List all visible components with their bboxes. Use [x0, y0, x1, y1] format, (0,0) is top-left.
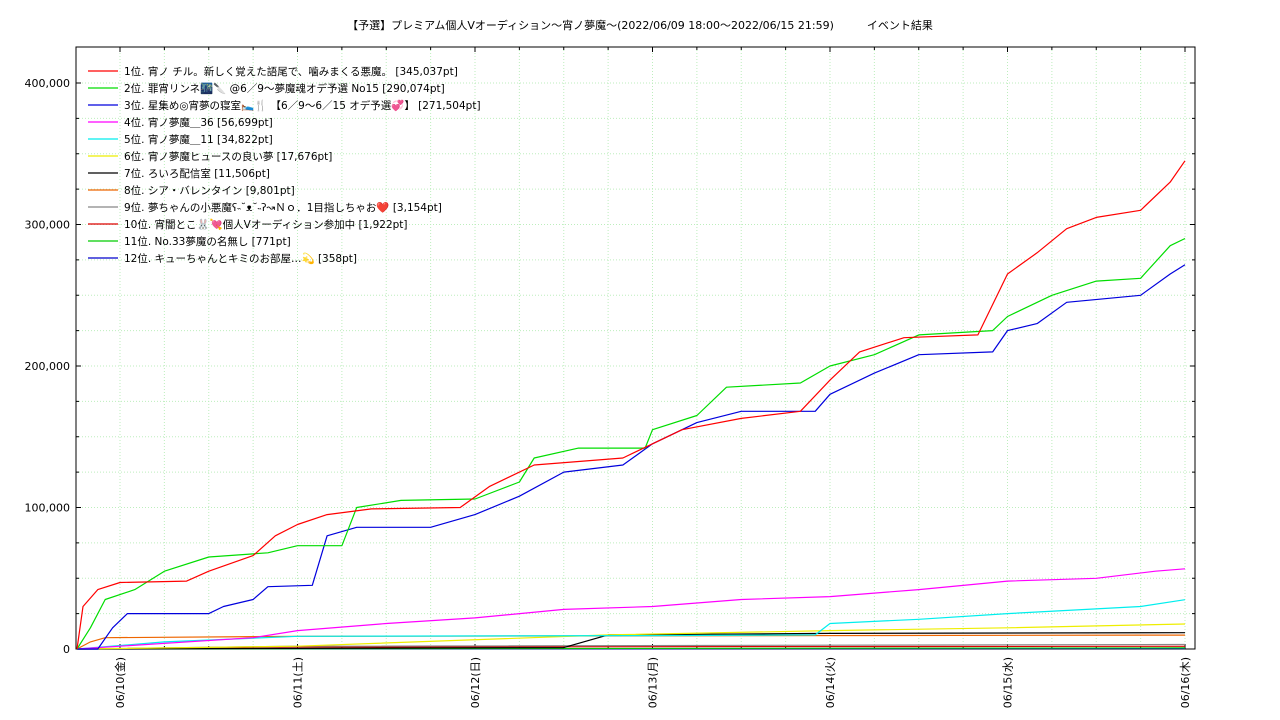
series-line	[76, 160, 1186, 650]
legend-label: 7位. ろいろ配信室 [11,506pt]	[124, 167, 270, 180]
legend-label: 2位. 罪宵リンネ🌃🔪 @6／9〜夢魔魂オデ予選 No15 [290,074pt…	[124, 82, 445, 95]
y-tick-label: 0	[63, 643, 70, 656]
y-tick-label: 100,000	[25, 502, 71, 515]
legend-label: 10位. 宵闇とこ🐰💘個人Vオーディション参加中 [1,922pt]	[124, 218, 408, 231]
legend-label: 11位. No.33夢魔の名無し [771pt]	[124, 235, 291, 248]
legend-label: 9位. 夢ちゃんの小悪魔ʕ˵˘ᴥ˘˵ʔ↝Ｎｏ．1目指しちゃお❤️ [3,154p…	[124, 201, 442, 214]
x-tick-label: 06/16(木)	[1179, 657, 1192, 708]
x-tick-label: 06/10(金)	[113, 657, 127, 708]
legend-label: 5位. 宵ノ夢魔＿11 [34,822pt]	[124, 133, 273, 146]
series-line	[76, 623, 1186, 650]
legend-label: 3位. 星集め◎宵夢の寝室🛌🍴 【6／9〜6／15 オデ予選💞】 [271,50…	[124, 99, 481, 112]
series-line	[76, 237, 1186, 650]
y-tick-label: 300,000	[25, 219, 71, 232]
x-tick-label: 06/11(土)	[292, 657, 305, 708]
x-tick-label: 06/15(水)	[1002, 657, 1015, 708]
legend-label: 8位. シア・バレンタイン [9,801pt]	[124, 184, 295, 197]
legend-label: 6位. 宵ノ夢魔ヒュースの良い夢 [17,676pt]	[124, 150, 332, 163]
x-tick-label: 06/12(日)	[469, 657, 482, 708]
y-tick-label: 200,000	[25, 360, 71, 373]
legend-label: 12位. キューちゃんとキミのお部屋…💫 [358pt]	[124, 252, 357, 265]
legend-label: 1位. 宵ノ チル。新しく覚えた語尾で、噛みまくる悪魔。 [345,037pt]	[124, 65, 458, 78]
y-tick-label: 400,000	[25, 77, 71, 90]
x-tick-label: 06/14(火)	[824, 657, 837, 708]
chart-title: 【予選】プレミアム個人Vオーディション〜宵ノ夢魔～(2022/06/09 18:…	[347, 19, 933, 32]
legend-label: 4位. 宵ノ夢魔＿36 [56,699pt]	[124, 116, 273, 129]
series-line	[77, 264, 1186, 650]
x-tick-label: 06/13(月)	[647, 657, 660, 708]
series-line	[76, 568, 1186, 650]
